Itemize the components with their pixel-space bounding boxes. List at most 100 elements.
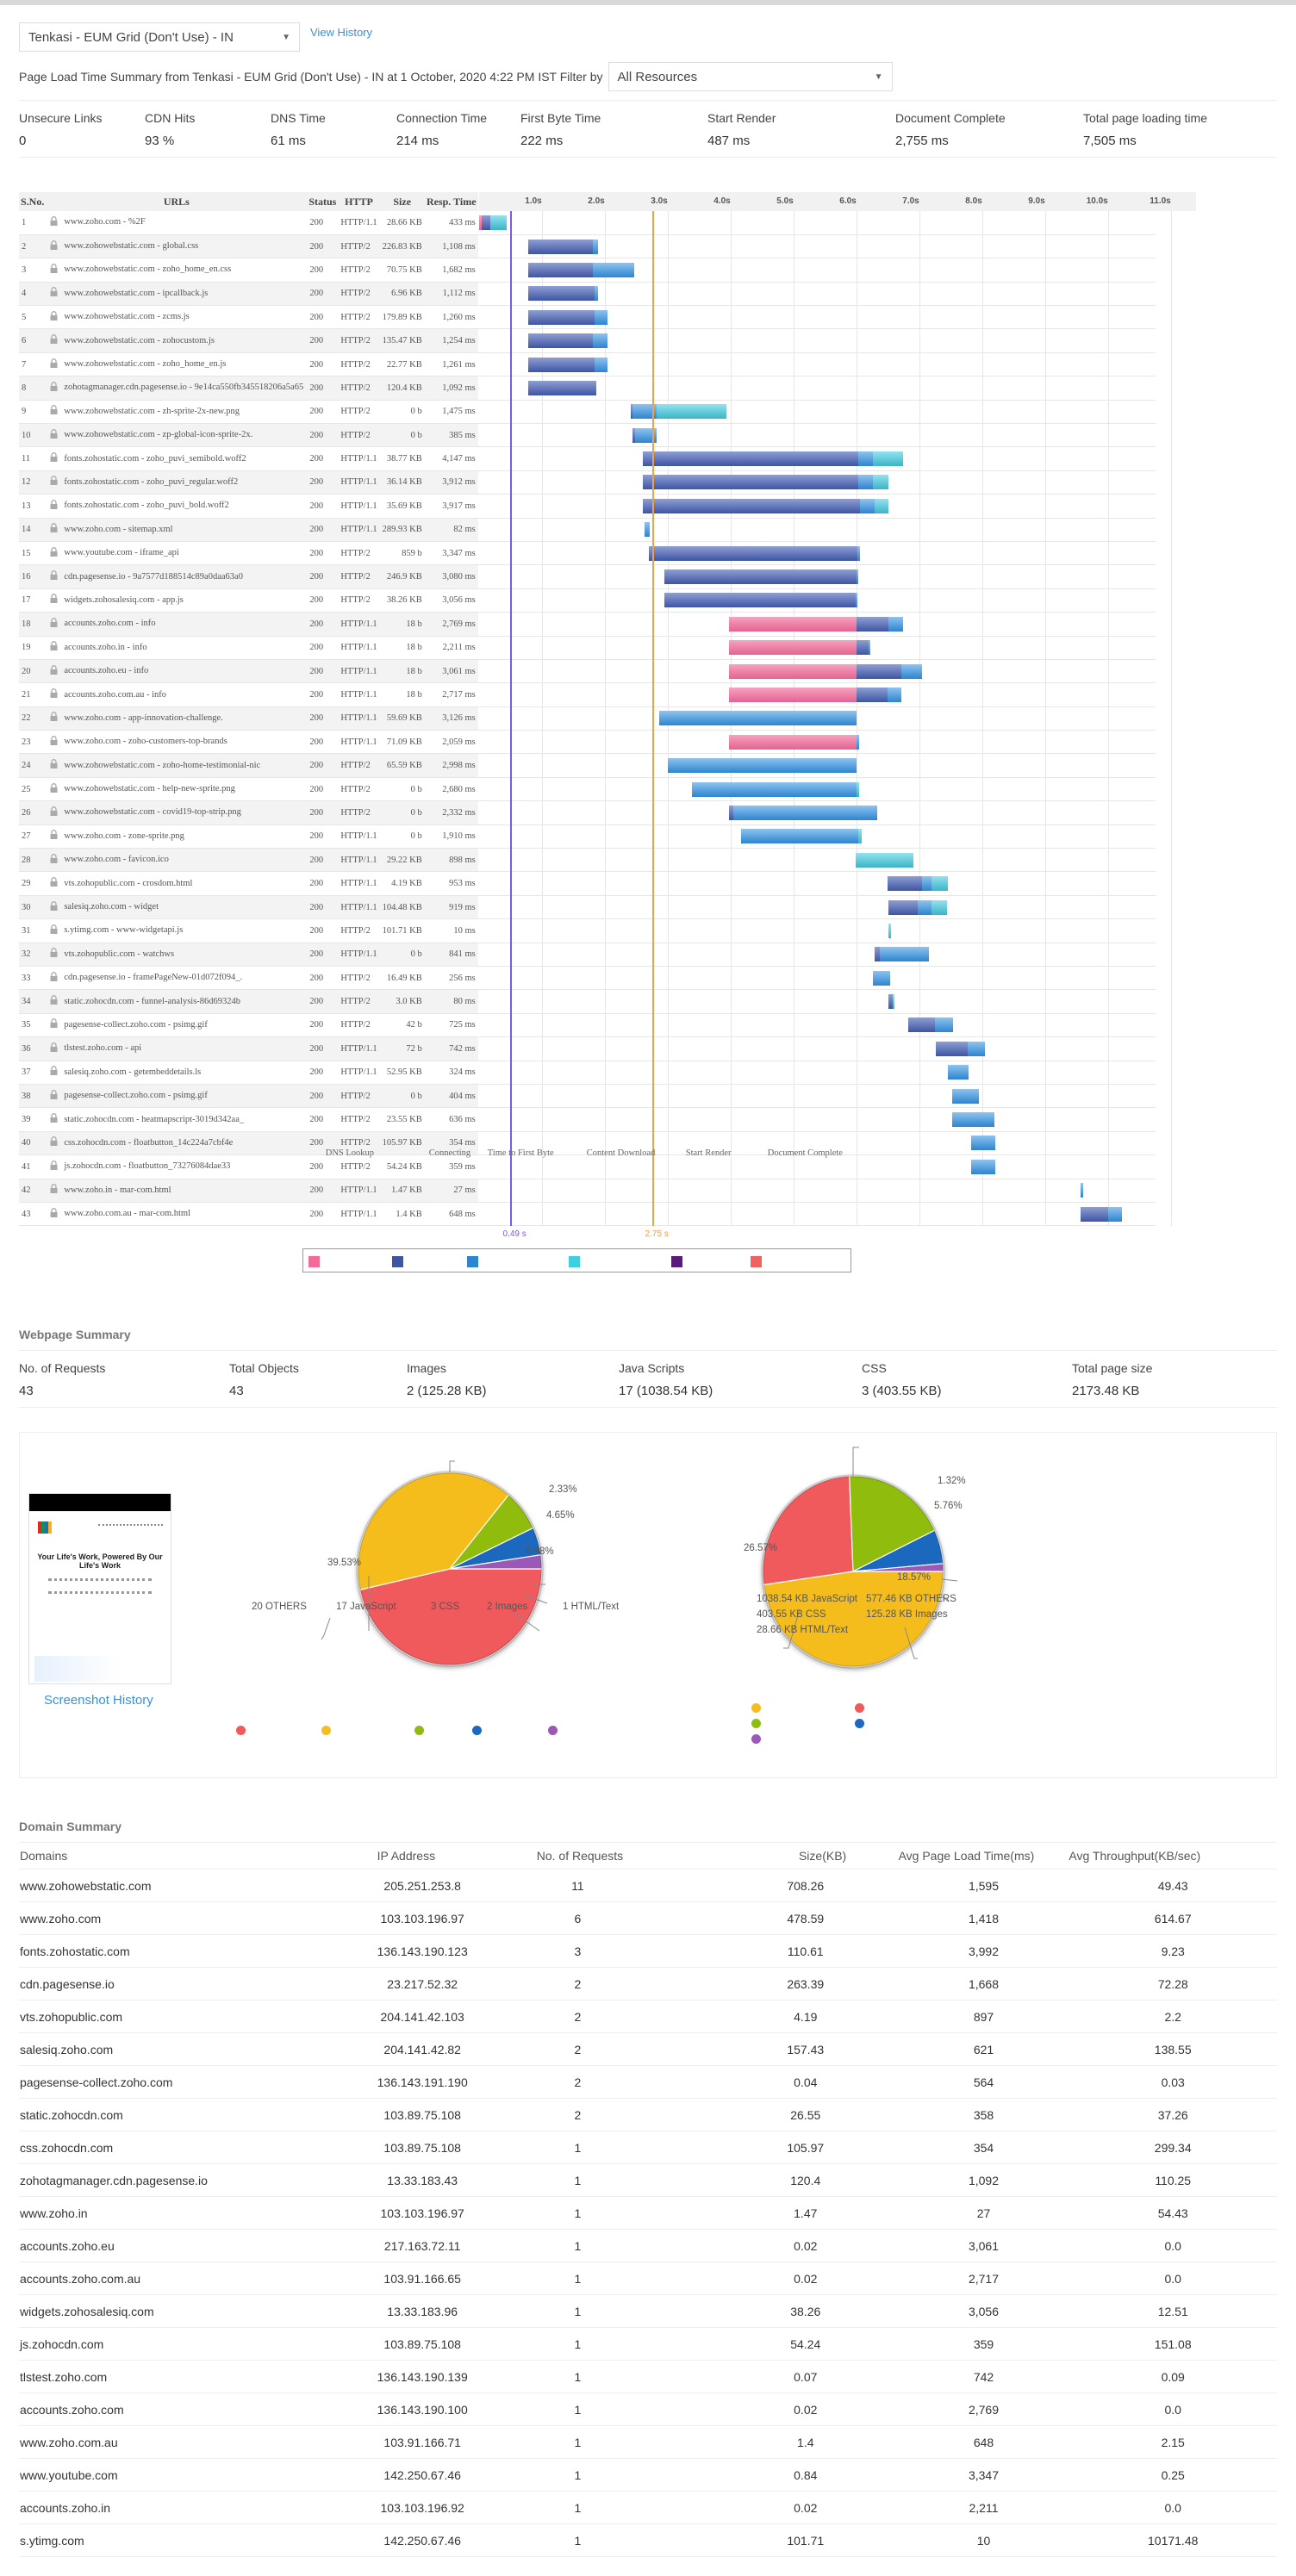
legend-pie-icon[interactable]	[855, 1719, 864, 1729]
request-row[interactable]: 12 fonts.zohostatic.com - zoho_puvi_regu…	[19, 470, 1156, 495]
request-row[interactable]: 8 zohotagmanager.cdn.pagesense.io - 9e14…	[19, 376, 1156, 401]
request-row[interactable]: 18 accounts.zoho.com - info 200 HTTP/1.1…	[19, 612, 1156, 637]
thumb-nav	[98, 1524, 163, 1528]
request-row[interactable]: 37 salesiq.zoho.com - getembeddetails.ls…	[19, 1061, 1156, 1085]
metric-label: Total page loading time	[1083, 111, 1207, 125]
request-row[interactable]: 25 www.zohowebstatic.com - help-new-spri…	[19, 777, 1156, 802]
request-row[interactable]: 38 pagesense-collect.zoho.com - psimg.gi…	[19, 1084, 1156, 1109]
row-number: 4	[19, 282, 47, 307]
request-row[interactable]: 26 www.zohowebstatic.com - covid19-top-s…	[19, 800, 1156, 825]
pie-label: 26.57%	[744, 1543, 778, 1554]
request-row[interactable]: 10 www.zohowebstatic.com - zp-global-ico…	[19, 423, 1156, 448]
domain-size: 0.02	[712, 2392, 899, 2427]
row-resp-time: 2,680 ms	[424, 777, 478, 802]
request-row[interactable]: 15 www.youtube.com - iframe_api 200 HTTP…	[19, 541, 1156, 566]
pie-slice[interactable]	[358, 1568, 543, 1666]
legend-pie-icon[interactable]	[472, 1726, 482, 1736]
request-row[interactable]: 13 fonts.zohostatic.com - zoho_puvi_bold…	[19, 494, 1156, 519]
request-row[interactable]: 20 accounts.zoho.eu - info 200 HTTP/1.1 …	[19, 659, 1156, 684]
view-history-link[interactable]: View History	[310, 26, 373, 39]
request-row[interactable]: 5 www.zohowebstatic.com - zcms.js 200 HT…	[19, 305, 1156, 330]
legend-pie-icon[interactable]	[321, 1726, 331, 1736]
request-row[interactable]: 31 s.ytimg.com - www-widgetapi.js 200 HT…	[19, 918, 1156, 943]
request-row[interactable]: 27 www.zoho.com - zone-sprite.png 200 HT…	[19, 824, 1156, 849]
pie-slice[interactable]	[357, 1472, 510, 1591]
pie-slice[interactable]	[763, 1571, 944, 1668]
request-row[interactable]: 2 www.zohowebstatic.com - global.css 200…	[19, 234, 1156, 259]
request-row[interactable]: 36 tlstest.zoho.com - api 200 HTTP/1.1 7…	[19, 1036, 1156, 1061]
lock-icon	[46, 824, 62, 849]
legend-pie-icon[interactable]	[751, 1719, 761, 1729]
pie-slice[interactable]	[449, 1554, 543, 1570]
request-row[interactable]: 24 www.zohowebstatic.com - zoho-home-tes…	[19, 753, 1156, 778]
row-status: 200	[307, 753, 339, 778]
row-resp-time: 80 ms	[424, 989, 478, 1014]
request-row[interactable]: 43 www.zoho.com.au - mar-com.html 200 HT…	[19, 1202, 1156, 1227]
pie-slice[interactable]	[849, 1475, 936, 1573]
request-row[interactable]: 22 www.zoho.com - app-innovation-challen…	[19, 706, 1156, 731]
row-status: 200	[307, 730, 339, 755]
row-url: www.zohowebstatic.com - zh-sprite-2x-new…	[61, 400, 308, 425]
request-row[interactable]: 34 static.zohocdn.com - funnel-analysis-…	[19, 989, 1156, 1014]
row-size: 1.4 KB	[379, 1202, 425, 1227]
request-row[interactable]: 14 www.zoho.com - sitemap.xml 200 HTTP/1…	[19, 518, 1156, 542]
legend-pie-icon[interactable]	[751, 1734, 761, 1745]
row-resp-time: 841 ms	[424, 943, 478, 968]
legend-pie-icon[interactable]	[855, 1703, 864, 1714]
legend-pie-icon[interactable]	[414, 1726, 424, 1736]
row-url: www.zohowebstatic.com - zoho_home_en.js	[61, 352, 308, 377]
domain-requests: 1	[536, 2327, 713, 2361]
row-status: 200	[307, 211, 339, 235]
domain-table: Domains IP Address No. of Requests Size(KB)…	[19, 1842, 1277, 2558]
pie-label: 5.76%	[934, 1501, 963, 1512]
page-screenshot-thumbnail[interactable]: Your Life's Work, Powered By Our Life's …	[28, 1493, 171, 1685]
request-row[interactable]: 35 pagesense-collect.zoho.com - psimg.gi…	[19, 1013, 1156, 1038]
row-url: www.zoho.com - favicon.ico	[61, 848, 308, 873]
request-row[interactable]: 39 static.zohocdn.com - heatmapscript-30…	[19, 1107, 1156, 1132]
request-row[interactable]: 19 accounts.zoho.in - info 200 HTTP/1.1 …	[19, 636, 1156, 660]
request-row[interactable]: 9 www.zohowebstatic.com - zh-sprite-2x-n…	[19, 400, 1156, 425]
request-row[interactable]: 7 www.zohowebstatic.com - zoho_home_en.j…	[19, 352, 1156, 377]
request-row[interactable]: 23 www.zoho.com - zoho-customers-top-bra…	[19, 730, 1156, 755]
location-select[interactable]: Tenkasi - EUM Grid (Don't Use) - IN ▼	[19, 22, 300, 52]
request-row[interactable]: 11 fonts.zohostatic.com - zoho_puvi_semi…	[19, 446, 1156, 471]
pie-slice[interactable]	[762, 1475, 854, 1586]
row-timeline-cell	[477, 282, 1156, 307]
request-row[interactable]: 6 www.zohowebstatic.com - zohocustom.js …	[19, 328, 1156, 353]
request-row[interactable]: 1 www.zoho.com - %2F 200 HTTP/1.1 28.66 …	[19, 211, 1156, 235]
lock-icon	[46, 636, 62, 660]
request-row[interactable]: 40 css.zohocdn.com - floatbutton_14c224a…	[19, 1131, 1156, 1156]
row-size: 71.09 KB	[379, 730, 425, 755]
legend-pie-icon[interactable]	[236, 1726, 246, 1736]
metric-value: 0	[19, 134, 27, 148]
request-row[interactable]: 3 www.zohowebstatic.com - zoho_home_en.c…	[19, 258, 1156, 283]
request-row[interactable]: 29 vts.zohopublic.com - crosdom.html 200…	[19, 871, 1156, 896]
request-row[interactable]: 32 vts.zohopublic.com - watchws 200 HTTP…	[19, 943, 1156, 968]
filter-select[interactable]: All Resources ▼	[608, 62, 893, 91]
col-http: HTTP	[338, 192, 380, 211]
request-row[interactable]: 42 www.zoho.in - mar-com.html 200 HTTP/1…	[19, 1179, 1156, 1203]
legend-pie-icon[interactable]	[548, 1726, 558, 1736]
legend-pie-icon[interactable]	[751, 1703, 761, 1714]
row-http: HTTP/1.1	[338, 211, 380, 235]
request-row[interactable]: 4 www.zohowebstatic.com - ipcallback.js …	[19, 282, 1156, 307]
thumb-banner	[29, 1494, 171, 1512]
lock-icon	[46, 446, 62, 471]
row-number: 25	[19, 777, 47, 802]
request-row[interactable]: 21 accounts.zoho.com.au - info 200 HTTP/…	[19, 682, 1156, 707]
row-status: 200	[307, 400, 339, 425]
screenshot-history-link[interactable]: Screenshot History	[44, 1693, 153, 1708]
row-status: 200	[307, 824, 339, 849]
request-row[interactable]: 30 salesiq.zoho.com - widget 200 HTTP/1.…	[19, 895, 1156, 920]
metric-label: DNS Time	[271, 111, 326, 125]
domain-col-size-kb-: Size(KB)	[712, 1842, 899, 1870]
row-number: 16	[19, 564, 47, 589]
request-row[interactable]: 41 js.zohocdn.com - floatbutton_73276084…	[19, 1154, 1156, 1179]
pie-slice[interactable]	[852, 1563, 944, 1572]
row-url: accounts.zoho.in - info	[61, 636, 308, 660]
request-row[interactable]: 28 www.zoho.com - favicon.ico 200 HTTP/1…	[19, 848, 1156, 873]
request-row[interactable]: 16 cdn.pagesense.io - 9a7577d188514c89a0…	[19, 564, 1156, 589]
row-timeline-cell	[477, 211, 1156, 235]
request-row[interactable]: 17 widgets.zohosalesiq.com - app.js 200 …	[19, 588, 1156, 613]
request-row[interactable]: 33 cdn.pagesense.io - framePageNew-01d07…	[19, 966, 1156, 991]
